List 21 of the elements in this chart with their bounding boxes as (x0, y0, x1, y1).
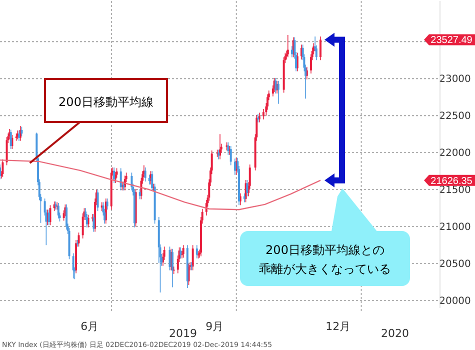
text: 2019 (169, 327, 197, 340)
line-series (0, 159, 322, 210)
y-tick-label: 21000 (439, 222, 471, 233)
annotation: 21626.35 (430, 176, 473, 187)
x-tick-label: 12月 (326, 320, 351, 333)
candlestick (76, 240, 78, 247)
y-tick-label: 21500 (439, 184, 471, 196)
y-tick-label: 23000 (439, 74, 471, 85)
text: 2020 (381, 327, 409, 340)
candlestick (319, 36, 322, 61)
x-tick-label: 9月 (206, 320, 224, 333)
y-tick-label: 20500 (439, 258, 471, 270)
annotation: 23527.49 (430, 35, 473, 46)
candlestick (234, 158, 236, 176)
y-tick-label: 22500 (439, 110, 471, 122)
y-tick-label: 20000 (439, 296, 471, 307)
annotation: 200日移動平均線 (58, 95, 154, 109)
x-tick-label: 6月 (80, 320, 99, 333)
y-tick-label: 22000 (439, 148, 471, 159)
annotation: 乖離が大きくなっている (259, 262, 391, 276)
annotation: 200日移動平均線との (266, 243, 384, 257)
